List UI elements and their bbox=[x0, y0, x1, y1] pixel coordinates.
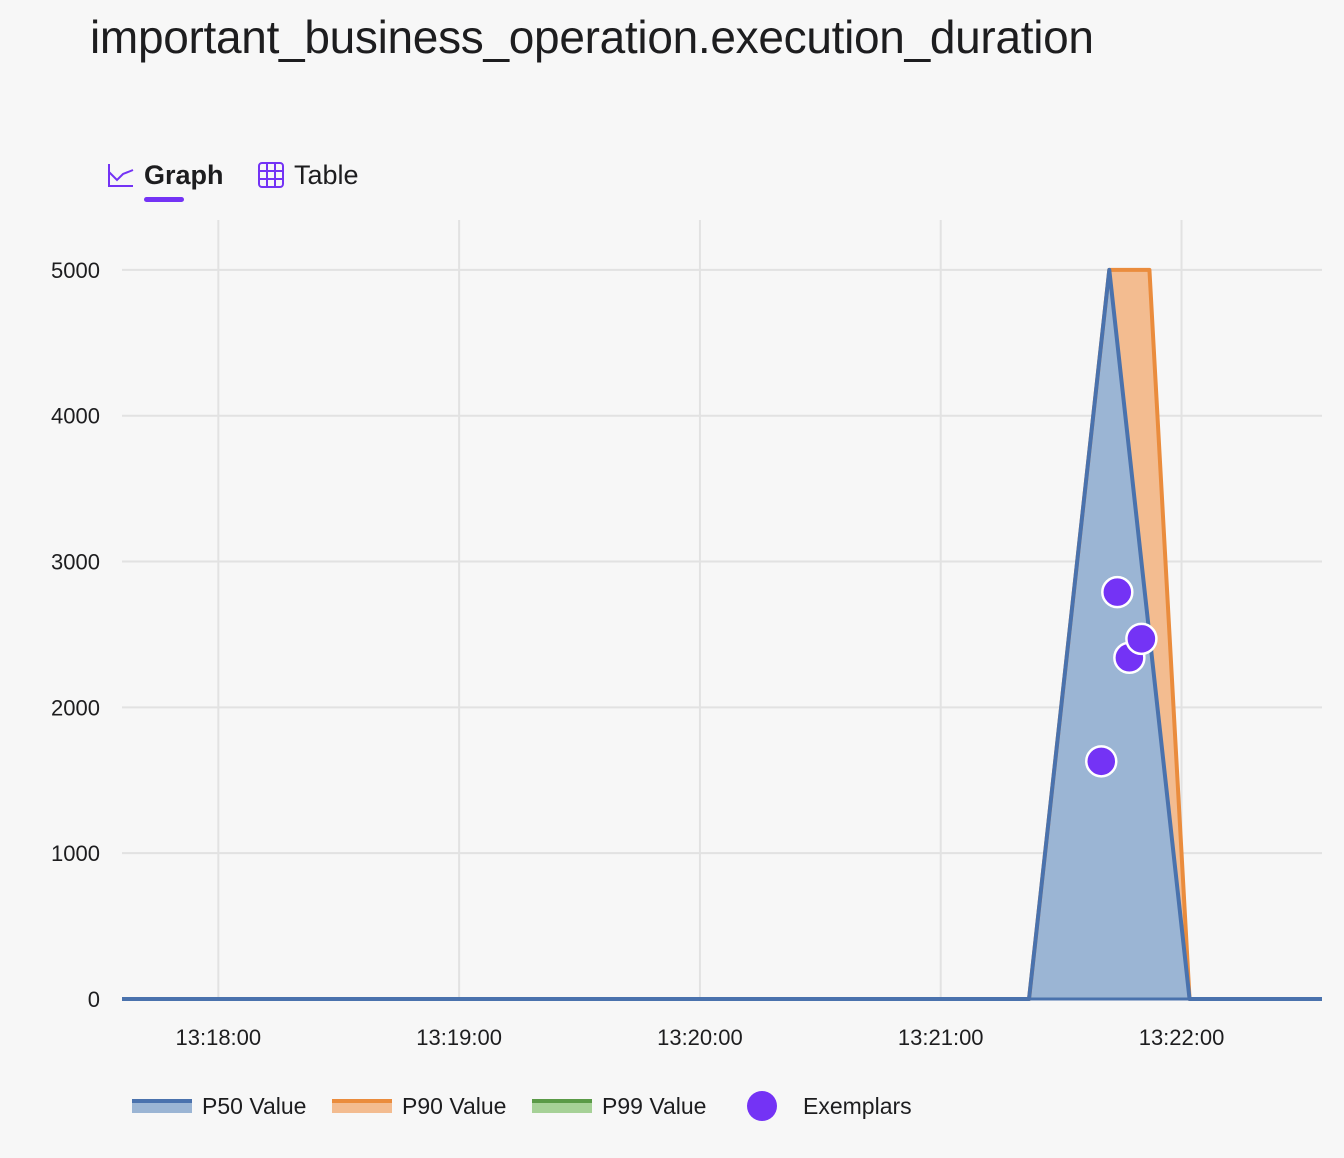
graph-icon bbox=[106, 160, 136, 190]
exemplar-points bbox=[1085, 575, 1158, 778]
tab-table[interactable]: Table bbox=[256, 155, 359, 195]
exemplar-point bbox=[1085, 745, 1118, 778]
x-tick-label: 13:21:00 bbox=[898, 1025, 984, 1050]
page-title: important_business_operation.execution_d… bbox=[90, 11, 1094, 63]
y-tick-label: 2000 bbox=[51, 695, 100, 720]
y-tick-label: 5000 bbox=[51, 258, 100, 283]
x-tick-label: 13:19:00 bbox=[416, 1025, 502, 1050]
area-p50-value bbox=[122, 269, 1322, 999]
tab-graph-label: Graph bbox=[144, 159, 224, 190]
y-tick-label: 4000 bbox=[51, 404, 100, 429]
y-tick-label: 1000 bbox=[51, 841, 100, 866]
active-tab-indicator bbox=[144, 197, 184, 202]
legend-item-exemplars[interactable]: Exemplars bbox=[747, 1088, 912, 1124]
legend-label-p99: P99 Value bbox=[602, 1092, 707, 1119]
x-tick-label: 13:20:00 bbox=[657, 1025, 743, 1050]
legend-item-p99[interactable]: P99 Value bbox=[532, 1088, 706, 1124]
legend-swatch-p99 bbox=[532, 1099, 592, 1113]
legend-label-p50: P50 Value bbox=[202, 1092, 307, 1119]
exemplar-point bbox=[1101, 575, 1134, 609]
x-axis-labels: 13:18:00 13:19:00 13:20:00 13:21:00 13:22:00 bbox=[176, 1025, 1225, 1050]
legend-swatch-p50 bbox=[132, 1099, 192, 1113]
exemplar-point bbox=[1125, 622, 1158, 656]
y-tick-label: 0 bbox=[88, 987, 100, 1012]
legend-item-p90[interactable]: P90 Value bbox=[332, 1088, 506, 1124]
tab-table-label: Table bbox=[294, 159, 359, 190]
chart-areas bbox=[122, 269, 1322, 999]
legend-item-p50[interactable]: P50 Value bbox=[132, 1088, 306, 1124]
y-tick-label: 3000 bbox=[51, 550, 100, 575]
x-tick-label: 13:22:00 bbox=[1139, 1025, 1225, 1050]
tab-graph[interactable]: Graph bbox=[106, 155, 224, 202]
legend-label-p90: P90 Value bbox=[402, 1092, 507, 1119]
x-tick-label: 13:18:00 bbox=[176, 1025, 262, 1050]
legend-label-exemplars: Exemplars bbox=[803, 1092, 912, 1119]
table-icon bbox=[256, 160, 286, 190]
legend-swatch-exemplars bbox=[747, 1091, 777, 1121]
y-axis-labels: 0 1000 2000 3000 4000 5000 bbox=[51, 258, 100, 1012]
legend-swatch-p90 bbox=[332, 1099, 392, 1113]
